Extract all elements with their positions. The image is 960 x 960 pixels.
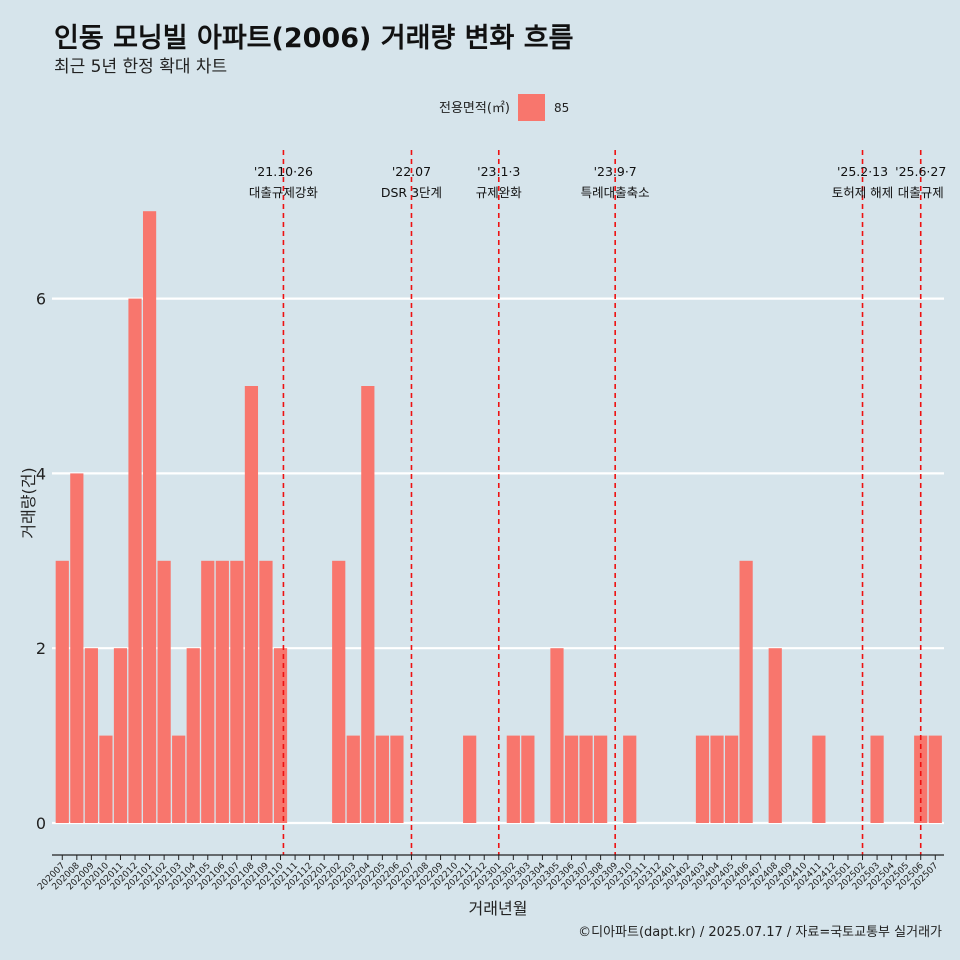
event-label: 대출규제 — [898, 185, 944, 200]
bar — [113, 648, 128, 823]
bar — [579, 735, 593, 823]
bar — [550, 648, 564, 823]
bar — [128, 298, 142, 824]
legend: 전용면적(㎡) 85 — [439, 94, 569, 121]
y-axis: 0 2 4 6 — [36, 290, 46, 833]
y-tick-label: 6 — [36, 290, 46, 309]
event-date: '25.2·13 — [837, 164, 888, 179]
bar — [70, 473, 84, 823]
page-subtitle: 최근 5년 한정 확대 차트 — [54, 57, 228, 77]
event-label: 특례대출축소 — [581, 185, 650, 200]
bar — [623, 735, 637, 823]
caption: ©디아파트(dapt.kr) / 2025.07.17 / 자료=국토교통부 실… — [578, 925, 942, 940]
x-axis-title: 거래년월 — [469, 899, 528, 918]
bar — [914, 735, 928, 823]
event-date: '21.10·26 — [254, 164, 313, 179]
bar — [186, 648, 200, 823]
bar — [244, 386, 259, 823]
y-axis-title: 거래량(건) — [19, 467, 38, 538]
bar — [375, 735, 389, 823]
bar — [695, 735, 710, 823]
bar — [172, 735, 186, 823]
bar — [361, 386, 375, 823]
bar — [463, 735, 477, 823]
event-label: 규제완화 — [476, 185, 523, 200]
event-date: '25.6·27 — [895, 164, 946, 179]
event-date: '23.9·7 — [594, 164, 637, 179]
bar — [332, 560, 346, 823]
event-label: DSR 3단계 — [381, 185, 442, 200]
bar — [594, 735, 608, 823]
legend-title: 전용면적(㎡) — [439, 101, 510, 116]
event-label: 대출규제강화 — [249, 185, 319, 200]
bar — [870, 735, 884, 823]
x-axis: 2020072020082020092020102020112020122021… — [36, 854, 944, 892]
bar — [215, 560, 229, 823]
bar — [230, 560, 244, 823]
bar — [564, 735, 579, 823]
bar — [710, 735, 724, 823]
bar — [201, 560, 215, 823]
bar — [724, 735, 739, 823]
event-date: '23.1·3 — [477, 164, 520, 179]
bar — [768, 648, 782, 823]
bar — [390, 735, 404, 823]
bar — [259, 560, 273, 823]
page-title: 인동 모닝빌 아파트(2006) 거래량 변화 흐름 — [54, 23, 574, 54]
event-date: '22.07 — [392, 164, 431, 179]
bar — [142, 211, 157, 823]
y-tick-label: 4 — [36, 464, 46, 483]
event-label: 토허제 해제 — [832, 185, 893, 200]
legend-swatch — [518, 94, 545, 121]
y-tick-label: 0 — [36, 814, 46, 833]
bar — [521, 735, 535, 823]
bar — [739, 560, 753, 823]
bar — [506, 735, 520, 823]
bars — [55, 211, 942, 824]
event-lines: '21.10·26 대출규제강화 '22.07 DSR 3단계 '23.1·3 규제완화 '… — [249, 150, 946, 855]
bar — [346, 735, 360, 823]
bar — [55, 560, 69, 823]
bar — [928, 735, 942, 823]
bar — [99, 735, 113, 823]
y-tick-label: 2 — [36, 639, 46, 658]
bar — [157, 560, 171, 823]
bar — [273, 648, 288, 823]
bar — [84, 648, 98, 823]
bar — [812, 735, 826, 823]
legend-entry: 85 — [554, 101, 569, 115]
